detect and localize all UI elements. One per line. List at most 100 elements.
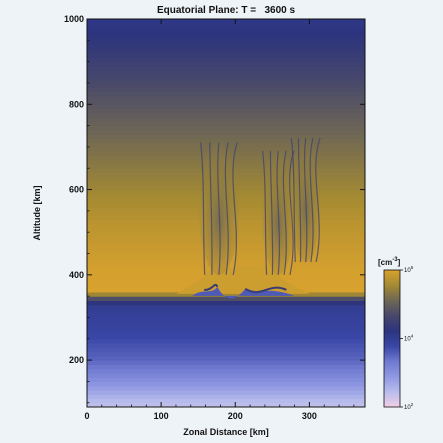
- density-band: [87, 112, 365, 118]
- colorbar-tick-label: 106: [404, 265, 414, 274]
- density-band: [87, 19, 365, 24]
- density-band: [87, 53, 365, 58]
- density-band: [87, 65, 365, 71]
- density-band: [87, 291, 365, 297]
- density-band: [87, 91, 365, 97]
- x-tick-label: 200: [228, 411, 243, 421]
- colorbar-unit-close: ]: [398, 258, 401, 267]
- plot-title: Equatorial Plane: T = 3600 s: [157, 5, 296, 16]
- plume-streak: [232, 142, 238, 275]
- density-band: [87, 44, 365, 50]
- density-band: [87, 343, 365, 348]
- density-band: [87, 108, 365, 114]
- density-band: [87, 57, 365, 63]
- colorbar-unit: [cm-3]: [378, 257, 401, 267]
- x-tick-label: 0: [84, 411, 89, 421]
- depletion-edge: [204, 283, 219, 291]
- plume-streak: [209, 142, 213, 275]
- density-band: [87, 347, 365, 353]
- plume-streak: [309, 137, 314, 263]
- colorbar-tick-base: 10: [404, 405, 411, 411]
- density-band: [87, 334, 365, 340]
- density-band: [87, 360, 365, 365]
- density-band: [87, 27, 365, 33]
- y-axis-title: Altitude [km]: [32, 185, 42, 240]
- colorbar-tick-label: 102: [404, 402, 414, 411]
- density-band: [87, 125, 365, 131]
- density-band: [87, 104, 365, 110]
- y-tick-label: 1000: [64, 14, 84, 24]
- density-band: [87, 377, 365, 383]
- density-band: [87, 402, 365, 407]
- y-tick-label: 400: [69, 270, 84, 280]
- x-tick-label: 300: [302, 411, 317, 421]
- density-band: [87, 338, 365, 344]
- density-band: [87, 48, 365, 54]
- density-band: [87, 381, 365, 387]
- density-band: [87, 313, 365, 319]
- plume-streak: [303, 138, 308, 263]
- plume-streak: [217, 142, 221, 275]
- plot-frame: [86, 18, 366, 408]
- colorbar-tick-label: 104: [404, 334, 414, 343]
- density-band: [87, 394, 365, 400]
- bubble-wall: [176, 264, 311, 294]
- depletion-edge: [244, 286, 287, 294]
- density-band: [87, 23, 365, 29]
- density-band: [87, 364, 365, 370]
- density-band: [87, 138, 365, 144]
- y-tick-label: 600: [69, 185, 84, 195]
- plume-streak: [276, 150, 280, 275]
- density-band: [87, 321, 365, 327]
- density-band: [87, 121, 365, 127]
- density-band: [87, 129, 365, 135]
- density-band: [87, 74, 365, 80]
- colorbar-unit-base: cm: [381, 258, 393, 267]
- density-band: [87, 31, 365, 37]
- density-band: [87, 40, 365, 46]
- density-band: [87, 355, 365, 361]
- colorbar-tick-exp: 2: [411, 402, 414, 407]
- plume-streak: [200, 142, 206, 275]
- density-band: [87, 308, 365, 314]
- density-band: [87, 78, 365, 84]
- density-band: [87, 87, 365, 93]
- density-band: [87, 296, 365, 302]
- plume-streak: [297, 138, 302, 263]
- plume-streak: [282, 150, 287, 275]
- density-band: [87, 385, 365, 391]
- density-band: [87, 117, 365, 122]
- plume-streak: [269, 150, 274, 275]
- x-axis-title: Zonal Distance [km]: [183, 427, 269, 437]
- colorbar-unit-open: [: [378, 258, 381, 267]
- density-band: [87, 304, 365, 310]
- density-band: [87, 368, 365, 374]
- density-band: [87, 100, 365, 105]
- colorbar-scale: [383, 269, 401, 408]
- colorbar-tick-base: 10: [404, 268, 411, 274]
- density-band: [87, 351, 365, 357]
- density-band: [87, 372, 365, 378]
- density-band: [87, 389, 365, 395]
- density-band: [87, 325, 365, 331]
- plasma-bubble-features: [176, 134, 321, 299]
- density-band: [87, 70, 365, 76]
- plume-streak: [290, 138, 296, 263]
- density-band: [87, 134, 365, 139]
- density-band: [87, 82, 365, 88]
- colorbar-tick-exp: 4: [411, 334, 414, 339]
- density-band: [87, 61, 365, 67]
- y-tick-label: 800: [69, 99, 84, 109]
- density-band: [87, 300, 365, 306]
- density-band: [87, 317, 365, 323]
- y-tick-label: 200: [69, 355, 84, 365]
- y-axis: 200 400 600 800 1000: [64, 14, 365, 404]
- density-band: [87, 36, 365, 41]
- x-axis: 0 100 200 300: [84, 19, 355, 421]
- plume-streak: [261, 150, 268, 275]
- density-band: [87, 95, 365, 101]
